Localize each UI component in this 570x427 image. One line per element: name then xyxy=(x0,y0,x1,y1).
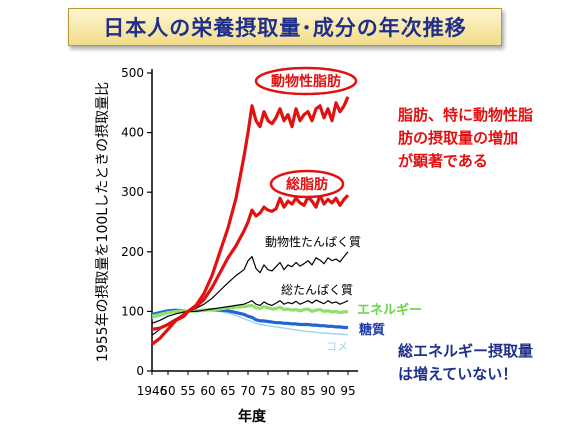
annotation-line: 総エネルギー摂取量 xyxy=(398,342,534,360)
y-tick-label: 200 xyxy=(121,245,144,259)
annotation-line: が顕著である xyxy=(398,152,488,170)
x-axis-label: 年度 xyxy=(238,408,267,425)
y-axis-label: 1955年の摂取量を100Lしたときの摂取量比 xyxy=(95,82,111,362)
series-label-oval xyxy=(254,66,358,96)
x-tick-label: 50 xyxy=(160,384,175,398)
series-label: 糖質 xyxy=(359,322,385,338)
title-banner: 日本人の栄養摂取量･成分の年次推移 xyxy=(68,8,502,46)
annotation-line: 脂肪、特に動物性脂 xyxy=(398,106,534,124)
x-tick-label: 75 xyxy=(260,384,275,398)
x-tick-label: 1946 xyxy=(137,384,168,398)
y-tick-label: 100 xyxy=(121,304,144,318)
series-label-oval xyxy=(269,169,345,199)
annotation-energy-flat: 総エネルギー摂取量 は増えていない！ xyxy=(398,340,533,386)
x-tick-label: 85 xyxy=(300,384,315,398)
series-label: コメ xyxy=(326,340,348,353)
x-tick-label: 55 xyxy=(180,384,195,398)
series-label: 動物性脂肪 xyxy=(271,73,341,90)
y-tick-label: 400 xyxy=(121,126,144,140)
x-tick-label: 90 xyxy=(320,384,335,398)
x-tick-label: 95 xyxy=(340,384,355,398)
x-tick-label: 80 xyxy=(280,384,295,398)
series-line xyxy=(151,96,350,346)
series-label: 総脂肪 xyxy=(286,176,328,193)
series-lines xyxy=(151,96,350,346)
series-line xyxy=(151,251,349,336)
annotation-line: は増えていない！ xyxy=(398,365,518,383)
x-tick-label: 65 xyxy=(220,384,235,398)
series-line xyxy=(151,299,349,324)
series-label: 動物性たんぱく質 xyxy=(265,234,361,249)
x-tick-label: 60 xyxy=(200,384,215,398)
annotation-fat-increase: 脂肪、特に動物性脂 肪の摂取量の増加 が顕著である xyxy=(398,104,533,173)
annotation-line: 肪の摂取量の増加 xyxy=(398,129,519,147)
series-line xyxy=(151,309,348,336)
series-label: エネルギー xyxy=(357,302,422,318)
series-label: 総たんぱく質 xyxy=(281,282,353,297)
y-tick-label: 300 xyxy=(121,185,144,199)
y-tick-label: 500 xyxy=(121,66,144,80)
y-tick-label: 0 xyxy=(136,364,144,378)
page-title: 日本人の栄養摂取量･成分の年次推移 xyxy=(103,16,467,40)
x-tick-label: 70 xyxy=(240,384,255,398)
